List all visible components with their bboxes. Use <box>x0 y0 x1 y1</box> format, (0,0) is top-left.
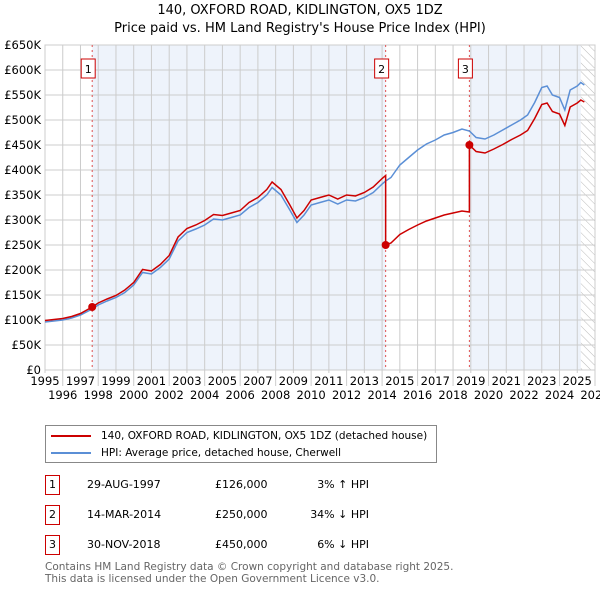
x-tick-label: 2016 <box>403 388 432 402</box>
x-tick-label: 1995 <box>30 374 59 388</box>
x-tick-label: 2019 <box>456 374 485 388</box>
transaction-row: 2 14-MAR-2014 £250,000 34% ↓ HPI <box>45 505 445 525</box>
x-tick-label: 2020 <box>474 388 503 402</box>
x-tick-label: 2003 <box>172 374 201 388</box>
sale-number-label: 3 <box>462 63 469 76</box>
y-tick-label: £400K <box>4 163 41 177</box>
x-tick-label: 2013 <box>350 374 379 388</box>
sale-point <box>381 241 390 249</box>
chart-title: 140, OXFORD ROAD, KIDLINGTON, OX5 1DZ <box>157 3 443 18</box>
shaded-ownership-period <box>92 45 386 370</box>
y-tick-label: £200K <box>4 263 41 277</box>
sale-number-box <box>374 58 390 79</box>
x-tick-label: 2011 <box>314 374 343 388</box>
marker-badge: 3 <box>45 535 60 555</box>
sale-number-label: 1 <box>85 63 92 76</box>
x-tick-label: 2025 <box>563 374 592 388</box>
x-tick-label: 2000 <box>119 388 148 402</box>
x-tick-label: 2021 <box>492 374 521 388</box>
sale-number-box <box>80 58 96 79</box>
y-tick-label: £50K <box>12 338 42 352</box>
transaction-price: £126,000 <box>215 478 268 491</box>
y-tick-label: £550K <box>4 88 41 102</box>
blue-line-swatch <box>51 452 91 454</box>
hatched-future-region <box>580 45 595 370</box>
x-tick-label: 1999 <box>101 374 130 388</box>
transaction-hpi-diff: 3% ↑ HPI <box>317 478 369 491</box>
x-tick-label: 2008 <box>261 388 290 402</box>
y-tick-label: £150K <box>4 288 41 302</box>
y-tick-label: £100K <box>4 313 41 327</box>
chart-subtitle: Price paid vs. HM Land Registry's House … <box>114 21 486 36</box>
footer-line: Contains HM Land Registry data © Crown c… <box>45 561 454 573</box>
x-tick-label: 2026 <box>580 388 600 402</box>
y-tick-label: £500K <box>4 113 41 127</box>
x-tick-label: 2001 <box>137 374 166 388</box>
x-tick-label: 2006 <box>226 388 255 402</box>
legend-label: 140, OXFORD ROAD, KIDLINGTON, OX5 1DZ (d… <box>101 430 428 442</box>
shaded-ownership-period <box>469 45 581 370</box>
x-tick-label: 2014 <box>367 388 396 402</box>
transaction-price: £450,000 <box>215 538 268 551</box>
footer-line: This data is licensed under the Open Gov… <box>45 573 380 585</box>
transaction-date: 29-AUG-1997 <box>87 478 161 491</box>
plot-area: £0 £50K £100K £150K £200K £250K £300K £350K £400… <box>4 38 600 402</box>
x-tick-label: 2010 <box>296 388 325 402</box>
sale-point <box>88 303 97 311</box>
transaction-hpi-diff: 34% ↓ HPI <box>310 508 369 521</box>
x-tick-label: 2005 <box>208 374 237 388</box>
sale-point <box>465 141 474 149</box>
x-tick-label: 1997 <box>66 374 95 388</box>
transaction-row: 3 30-NOV-2018 £450,000 6% ↓ HPI <box>45 535 445 555</box>
footer: Contains HM Land Registry data © Crown c… <box>45 561 453 585</box>
x-tick-label: 1998 <box>84 388 113 402</box>
red-line-swatch <box>51 435 91 437</box>
x-tick-label: 2023 <box>527 374 556 388</box>
legend: 140, OXFORD ROAD, KIDLINGTON, OX5 1DZ (d… <box>45 425 437 463</box>
y-tick-label: £650K <box>4 38 41 52</box>
hpi-series-line <box>44 81 585 323</box>
y-tick-label: £300K <box>4 213 41 227</box>
transaction-date: 30-NOV-2018 <box>87 538 161 551</box>
sale-number-label: 2 <box>378 63 385 76</box>
y-tick-label: £0 <box>26 363 41 377</box>
x-tick-label: 2007 <box>243 374 272 388</box>
x-tick-label: 2009 <box>279 374 308 388</box>
x-tick-label: 2004 <box>190 388 219 402</box>
marker-badge: 2 <box>45 505 60 525</box>
x-tick-label: 2012 <box>332 388 361 402</box>
x-tick-label: 1996 <box>48 388 77 402</box>
marker-badge: 1 <box>45 475 60 495</box>
x-tick-label: 2024 <box>545 388 574 402</box>
x-tick-label: 2017 <box>421 374 450 388</box>
transaction-hpi-diff: 6% ↓ HPI <box>317 538 369 551</box>
y-tick-label: £250K <box>4 238 41 252</box>
plot-border <box>44 44 596 371</box>
transaction-price: £250,000 <box>215 508 268 521</box>
transaction-date: 14-MAR-2014 <box>87 508 162 521</box>
y-tick-label: £450K <box>4 138 41 152</box>
price-paid-series-line <box>44 99 585 322</box>
y-tick-label: £350K <box>4 188 41 202</box>
legend-item-property: 140, OXFORD ROAD, KIDLINGTON, OX5 1DZ (d… <box>51 428 427 444</box>
x-tick-label: 2015 <box>385 374 414 388</box>
x-tick-label: 2018 <box>438 388 467 402</box>
sale-number-box <box>457 58 473 79</box>
x-tick-label: 2022 <box>509 388 538 402</box>
legend-label: HPI: Average price, detached house, Cher… <box>101 447 342 459</box>
y-tick-label: £600K <box>4 63 41 77</box>
x-tick-label: 2002 <box>155 388 184 402</box>
transaction-row: 1 29-AUG-1997 £126,000 3% ↑ HPI <box>45 475 445 495</box>
legend-item-hpi: HPI: Average price, detached house, Cher… <box>51 445 341 461</box>
